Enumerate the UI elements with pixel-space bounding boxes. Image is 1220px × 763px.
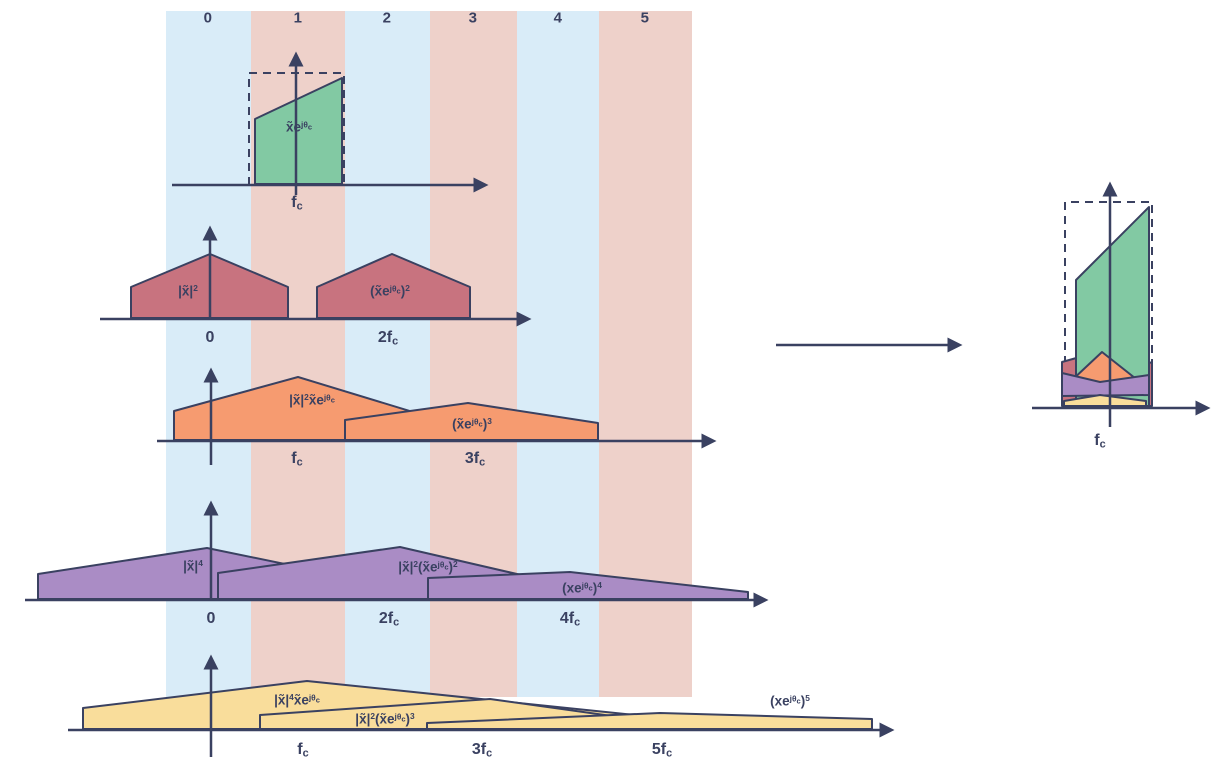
tick-label-plot1-fc: fc (291, 194, 303, 213)
shape-label-x5-5fc: (xejθc)5 (770, 693, 810, 709)
output-shape-purple (1061, 372, 1150, 397)
shape-label-x5-fc: |x̃|4x̃ejθc (274, 692, 320, 708)
tick-label-plot4-2fc: 2fc (378, 610, 400, 629)
tick-label-plot2-0: 0 (205, 329, 215, 346)
plot-fourth-order (25, 500, 769, 608)
zone-label-2: 2 (382, 9, 392, 27)
tick-label-plot4-4fc: 4fc (559, 610, 581, 629)
dashed-reference-box-output (1064, 201, 1153, 406)
shape-label-x4-4fc: (xejθc)4 (562, 580, 602, 596)
zone-label-0: 0 (203, 9, 213, 27)
shape-label-x2-baseband: |x̃|2 (178, 283, 198, 299)
zone-label-1: 1 (293, 9, 303, 27)
tick-label-plot3-fc: fc (291, 450, 303, 469)
tick-label-plot5-3fc: 3fc (471, 741, 493, 760)
zone-label-5: 5 (640, 9, 650, 27)
shape-label-x3-fc: |x̃|2x̃ejθc (289, 392, 335, 408)
plot-combined-output (1032, 181, 1211, 427)
plot-second-order (100, 225, 532, 327)
shape-label-x2-2fc: (x̃ejθc)2 (370, 283, 410, 299)
tick-label-plot3-3fc: 3fc (464, 450, 486, 469)
shape-label-fundamental: x̃ejθc (285, 119, 313, 135)
shape-label-x3-3fc: (x̃ejθc)3 (452, 416, 492, 432)
plot-fifth-order (68, 654, 895, 757)
tick-label-plot5-fc: fc (297, 741, 309, 760)
plot-third-order (157, 367, 717, 465)
plot-fundamental (172, 51, 489, 195)
shape-label-x4-baseband: |x̃|4 (183, 558, 203, 574)
zone-label-3: 3 (468, 9, 478, 27)
tick-label-output-fc: fc (1094, 432, 1106, 451)
tick-label-plot5-5fc: 5fc (651, 741, 673, 760)
shape-label-x5-3fc: |x̃|2(x̃ejθc)3 (355, 711, 415, 727)
tick-label-plot2-2fc: 2fc (377, 329, 399, 348)
tick-label-plot4-0: 0 (206, 610, 216, 627)
output-shape-yellow (1063, 394, 1147, 407)
zone-label-4: 4 (553, 9, 563, 27)
shape-label-x4-2fc: |x̃|2(x̃ejθc)2 (398, 559, 458, 575)
